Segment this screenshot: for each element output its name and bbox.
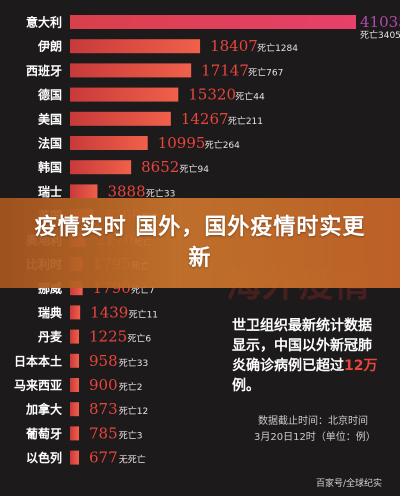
country-label: 葡萄牙	[25, 426, 62, 441]
value-label: 3888	[107, 182, 145, 200]
banner-title: 疫情实时 国外，国外疫情时实更新	[34, 215, 366, 271]
deaths-label: 无死亡	[119, 454, 146, 466]
deadline-line-2: 3月20日12时（单位：例）	[254, 430, 376, 443]
country-label: 日本本土	[14, 353, 62, 368]
bar	[70, 329, 79, 344]
value-label: 873	[89, 400, 118, 418]
country-label: 以色列	[26, 450, 62, 465]
note-block: 世卫组织最新统计数据 显示，中国以外新冠肺 炎确诊病例已超过12万 例。	[232, 317, 377, 394]
bar	[70, 353, 79, 368]
bar	[70, 402, 79, 417]
country-label: 美国	[38, 111, 62, 126]
country-label: 西班牙	[26, 63, 62, 78]
bar	[70, 63, 192, 78]
deaths-label: 死亡12	[119, 405, 148, 417]
bar	[70, 184, 98, 199]
country-label: 意大利	[26, 15, 62, 30]
bar	[70, 305, 81, 320]
deaths-label: 死亡3	[119, 429, 143, 441]
value-label: 1225	[89, 328, 127, 346]
deaths-label: 死亡33	[119, 357, 148, 369]
deadline-block: 数据截止时间：北京时间 3月20日12时（单位：例）	[254, 414, 376, 443]
note-line-3: 炎确诊病例已超过12万	[232, 357, 377, 374]
deaths-label: 死亡767	[248, 66, 283, 78]
value-label: 10995	[158, 134, 206, 152]
value-label: 18407	[210, 37, 258, 55]
deaths-label: 死亡6	[127, 333, 151, 345]
deaths-label: 死亡3405	[360, 29, 400, 41]
source-credit: 百家号/全球纪实	[316, 477, 382, 489]
bar	[70, 450, 79, 465]
deaths-label: 死亡94	[180, 163, 210, 175]
country-label: 伊朗	[37, 39, 62, 54]
value-label: 15320	[188, 86, 236, 104]
country-label: 法国	[38, 136, 62, 151]
deaths-label: 死亡44	[235, 91, 265, 103]
deadline-line-1: 数据截止时间：北京时间	[258, 414, 368, 427]
deaths-label: 死亡2	[119, 381, 143, 393]
value-label: 785	[89, 424, 118, 442]
bar	[70, 426, 79, 441]
value-label: 41035	[360, 13, 400, 31]
deaths-label: 死亡264	[205, 139, 240, 151]
country-label: 丹麦	[38, 329, 63, 344]
bar	[70, 15, 356, 29]
value-label: 900	[89, 376, 118, 394]
country-label: 瑞士	[38, 184, 62, 199]
country-label: 马来西亚	[14, 378, 62, 393]
country-label: 德国	[38, 87, 62, 102]
value-label: 677	[89, 449, 118, 467]
note-line-4: 例。	[232, 377, 260, 394]
value-label: 8652	[141, 158, 179, 176]
note-highlight: 12万	[344, 358, 377, 374]
value-label: 14267	[181, 110, 229, 128]
deaths-label: 死亡1284	[257, 42, 298, 54]
note-line-1: 世卫组织最新统计数据	[232, 317, 372, 334]
bar	[70, 136, 148, 150]
deaths-label: 死亡211	[228, 115, 263, 127]
bar	[70, 378, 79, 392]
deaths-label: 死亡33	[146, 187, 175, 199]
bar	[70, 160, 132, 175]
bar	[70, 87, 179, 102]
bar	[70, 111, 171, 126]
country-label: 瑞典	[38, 305, 62, 320]
value-label: 17147	[201, 61, 249, 79]
bar	[70, 39, 201, 54]
country-label: 加拿大	[25, 402, 62, 417]
country-label: 韩国	[38, 160, 62, 175]
title-banner: 疫情实时 国外，国外疫情时实更新	[0, 198, 400, 288]
deaths-label: 死亡11	[129, 308, 158, 320]
value-label: 1439	[90, 303, 128, 321]
value-label: 958	[89, 352, 118, 370]
note-line-2: 显示，中国以外新冠肺	[232, 337, 372, 354]
note-line-3-prefix: 炎确诊病例已超过	[232, 357, 344, 374]
